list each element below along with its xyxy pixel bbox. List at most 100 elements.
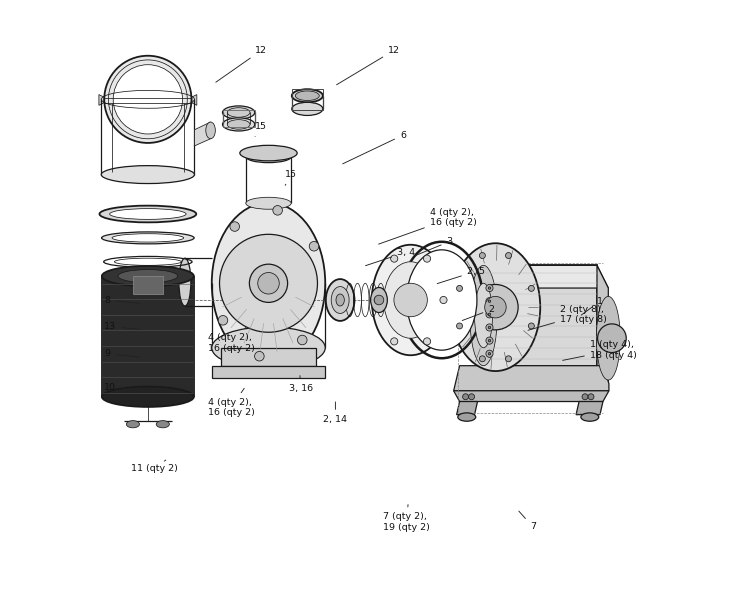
Ellipse shape [596,296,620,380]
Text: 15: 15 [285,170,297,185]
Text: 8: 8 [105,296,141,305]
Circle shape [488,340,490,342]
Circle shape [486,324,493,331]
Circle shape [468,394,475,400]
Text: 3, 16: 3, 16 [290,376,314,393]
Polygon shape [102,276,194,397]
Ellipse shape [99,206,196,223]
Polygon shape [453,391,609,401]
Circle shape [423,338,431,345]
Text: 12: 12 [216,46,268,82]
Ellipse shape [371,287,387,313]
Text: 4 (qty 2),
16 (qty 2): 4 (qty 2), 16 (qty 2) [208,388,254,417]
Ellipse shape [156,421,169,428]
Circle shape [488,287,490,289]
Circle shape [488,313,490,316]
Ellipse shape [179,258,191,306]
Ellipse shape [112,234,183,242]
Circle shape [423,255,431,262]
Circle shape [390,338,398,345]
Circle shape [440,296,447,304]
Circle shape [456,286,462,292]
Circle shape [309,241,319,251]
Ellipse shape [227,119,250,129]
Text: 10: 10 [105,383,141,392]
Circle shape [258,272,279,294]
Ellipse shape [475,283,493,348]
Circle shape [220,235,317,332]
Ellipse shape [384,262,438,338]
Ellipse shape [206,122,215,139]
Ellipse shape [292,89,323,103]
Ellipse shape [102,232,194,244]
Circle shape [250,264,287,302]
Circle shape [105,56,192,143]
Circle shape [298,335,307,345]
Circle shape [390,255,398,262]
Circle shape [486,350,493,358]
Circle shape [598,324,626,353]
Circle shape [114,65,183,134]
Ellipse shape [212,203,325,364]
Polygon shape [456,401,478,415]
Ellipse shape [246,151,291,163]
Text: 1: 1 [581,296,603,315]
Ellipse shape [331,287,349,313]
Circle shape [374,295,384,305]
Circle shape [485,296,506,318]
Polygon shape [99,95,104,106]
Circle shape [588,394,594,400]
Text: 9: 9 [105,349,141,358]
Bar [484,265,597,365]
Text: 3, 4: 3, 4 [365,248,415,266]
Circle shape [488,300,490,302]
Ellipse shape [371,245,450,355]
Polygon shape [576,401,603,415]
Ellipse shape [296,91,320,101]
Text: 12: 12 [337,46,400,85]
Polygon shape [484,265,608,288]
Circle shape [473,284,518,330]
Ellipse shape [407,250,477,350]
Circle shape [486,311,493,318]
Ellipse shape [470,265,497,365]
Text: 13: 13 [105,322,141,331]
Circle shape [529,323,535,329]
Ellipse shape [102,166,195,184]
Text: 4 (qty 2),
16 (qty 2): 4 (qty 2), 16 (qty 2) [208,328,254,353]
Circle shape [479,356,485,362]
Text: 2, 5: 2, 5 [437,267,485,284]
Text: 11 (qty 2): 11 (qty 2) [131,460,178,473]
Text: 3: 3 [414,237,453,256]
Ellipse shape [240,145,297,161]
Ellipse shape [223,106,255,119]
Circle shape [374,296,381,304]
Circle shape [394,283,427,317]
Ellipse shape [126,421,140,428]
Circle shape [230,222,239,232]
Text: 7 (qty 2),
19 (qty 2): 7 (qty 2), 19 (qty 2) [384,505,430,532]
Circle shape [505,253,511,259]
Circle shape [218,316,228,325]
Circle shape [255,352,264,361]
Circle shape [488,326,490,329]
Polygon shape [195,122,211,146]
Polygon shape [597,265,608,388]
Bar [292,89,323,110]
Ellipse shape [118,269,177,283]
Text: 2, 14: 2, 14 [323,402,347,424]
Ellipse shape [223,118,255,131]
Ellipse shape [292,103,323,115]
Ellipse shape [458,413,476,421]
Circle shape [529,286,535,292]
Polygon shape [453,365,609,391]
Ellipse shape [326,279,354,321]
Ellipse shape [110,209,186,220]
Bar [223,110,255,127]
Ellipse shape [336,294,344,306]
Text: 1 (qty 4),
18 (qty 4): 1 (qty 4), 18 (qty 4) [562,340,637,361]
Circle shape [479,253,485,259]
Circle shape [486,337,493,344]
Circle shape [462,394,468,400]
Text: 2: 2 [462,305,494,320]
